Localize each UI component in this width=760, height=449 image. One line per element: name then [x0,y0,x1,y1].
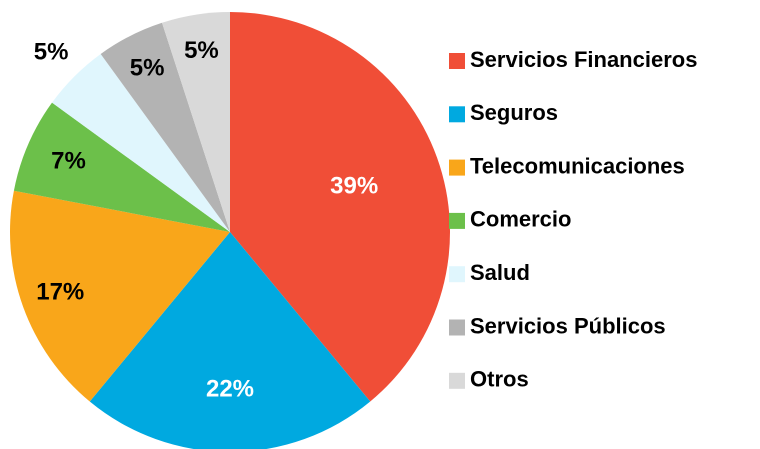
pie-slice [230,12,450,402]
legend-swatch [449,212,465,229]
legend-swatch [449,53,465,69]
data-label: 7% [51,147,86,174]
data-label: 17% [36,278,84,305]
data-label: 5% [34,38,69,65]
legend-swatch [449,159,465,176]
legend-label: Seguros [470,100,558,125]
legend-label: Salud [470,260,530,285]
data-label: 5% [184,37,219,64]
legend-label: Servicios Financieros [470,47,697,72]
legend-swatch [449,319,465,336]
data-label: 22% [206,376,254,403]
data-label: 5% [130,55,165,82]
pie-slice [13,102,230,232]
legend-label: Comercio [470,207,571,232]
pie-slice [9,190,230,402]
pie-slice [52,54,230,232]
legend-swatch [449,372,465,389]
pie-slice [100,22,230,233]
legend-label: Servicios Públicos [470,313,666,338]
pie-slice [89,232,371,449]
legend-label: Telecomunicaciones [470,153,685,178]
legend-label: Otros [470,367,529,392]
legend-swatch [449,266,465,283]
legend-swatch [449,106,465,123]
pie-slice [162,12,230,232]
data-label: 39% [330,173,378,200]
